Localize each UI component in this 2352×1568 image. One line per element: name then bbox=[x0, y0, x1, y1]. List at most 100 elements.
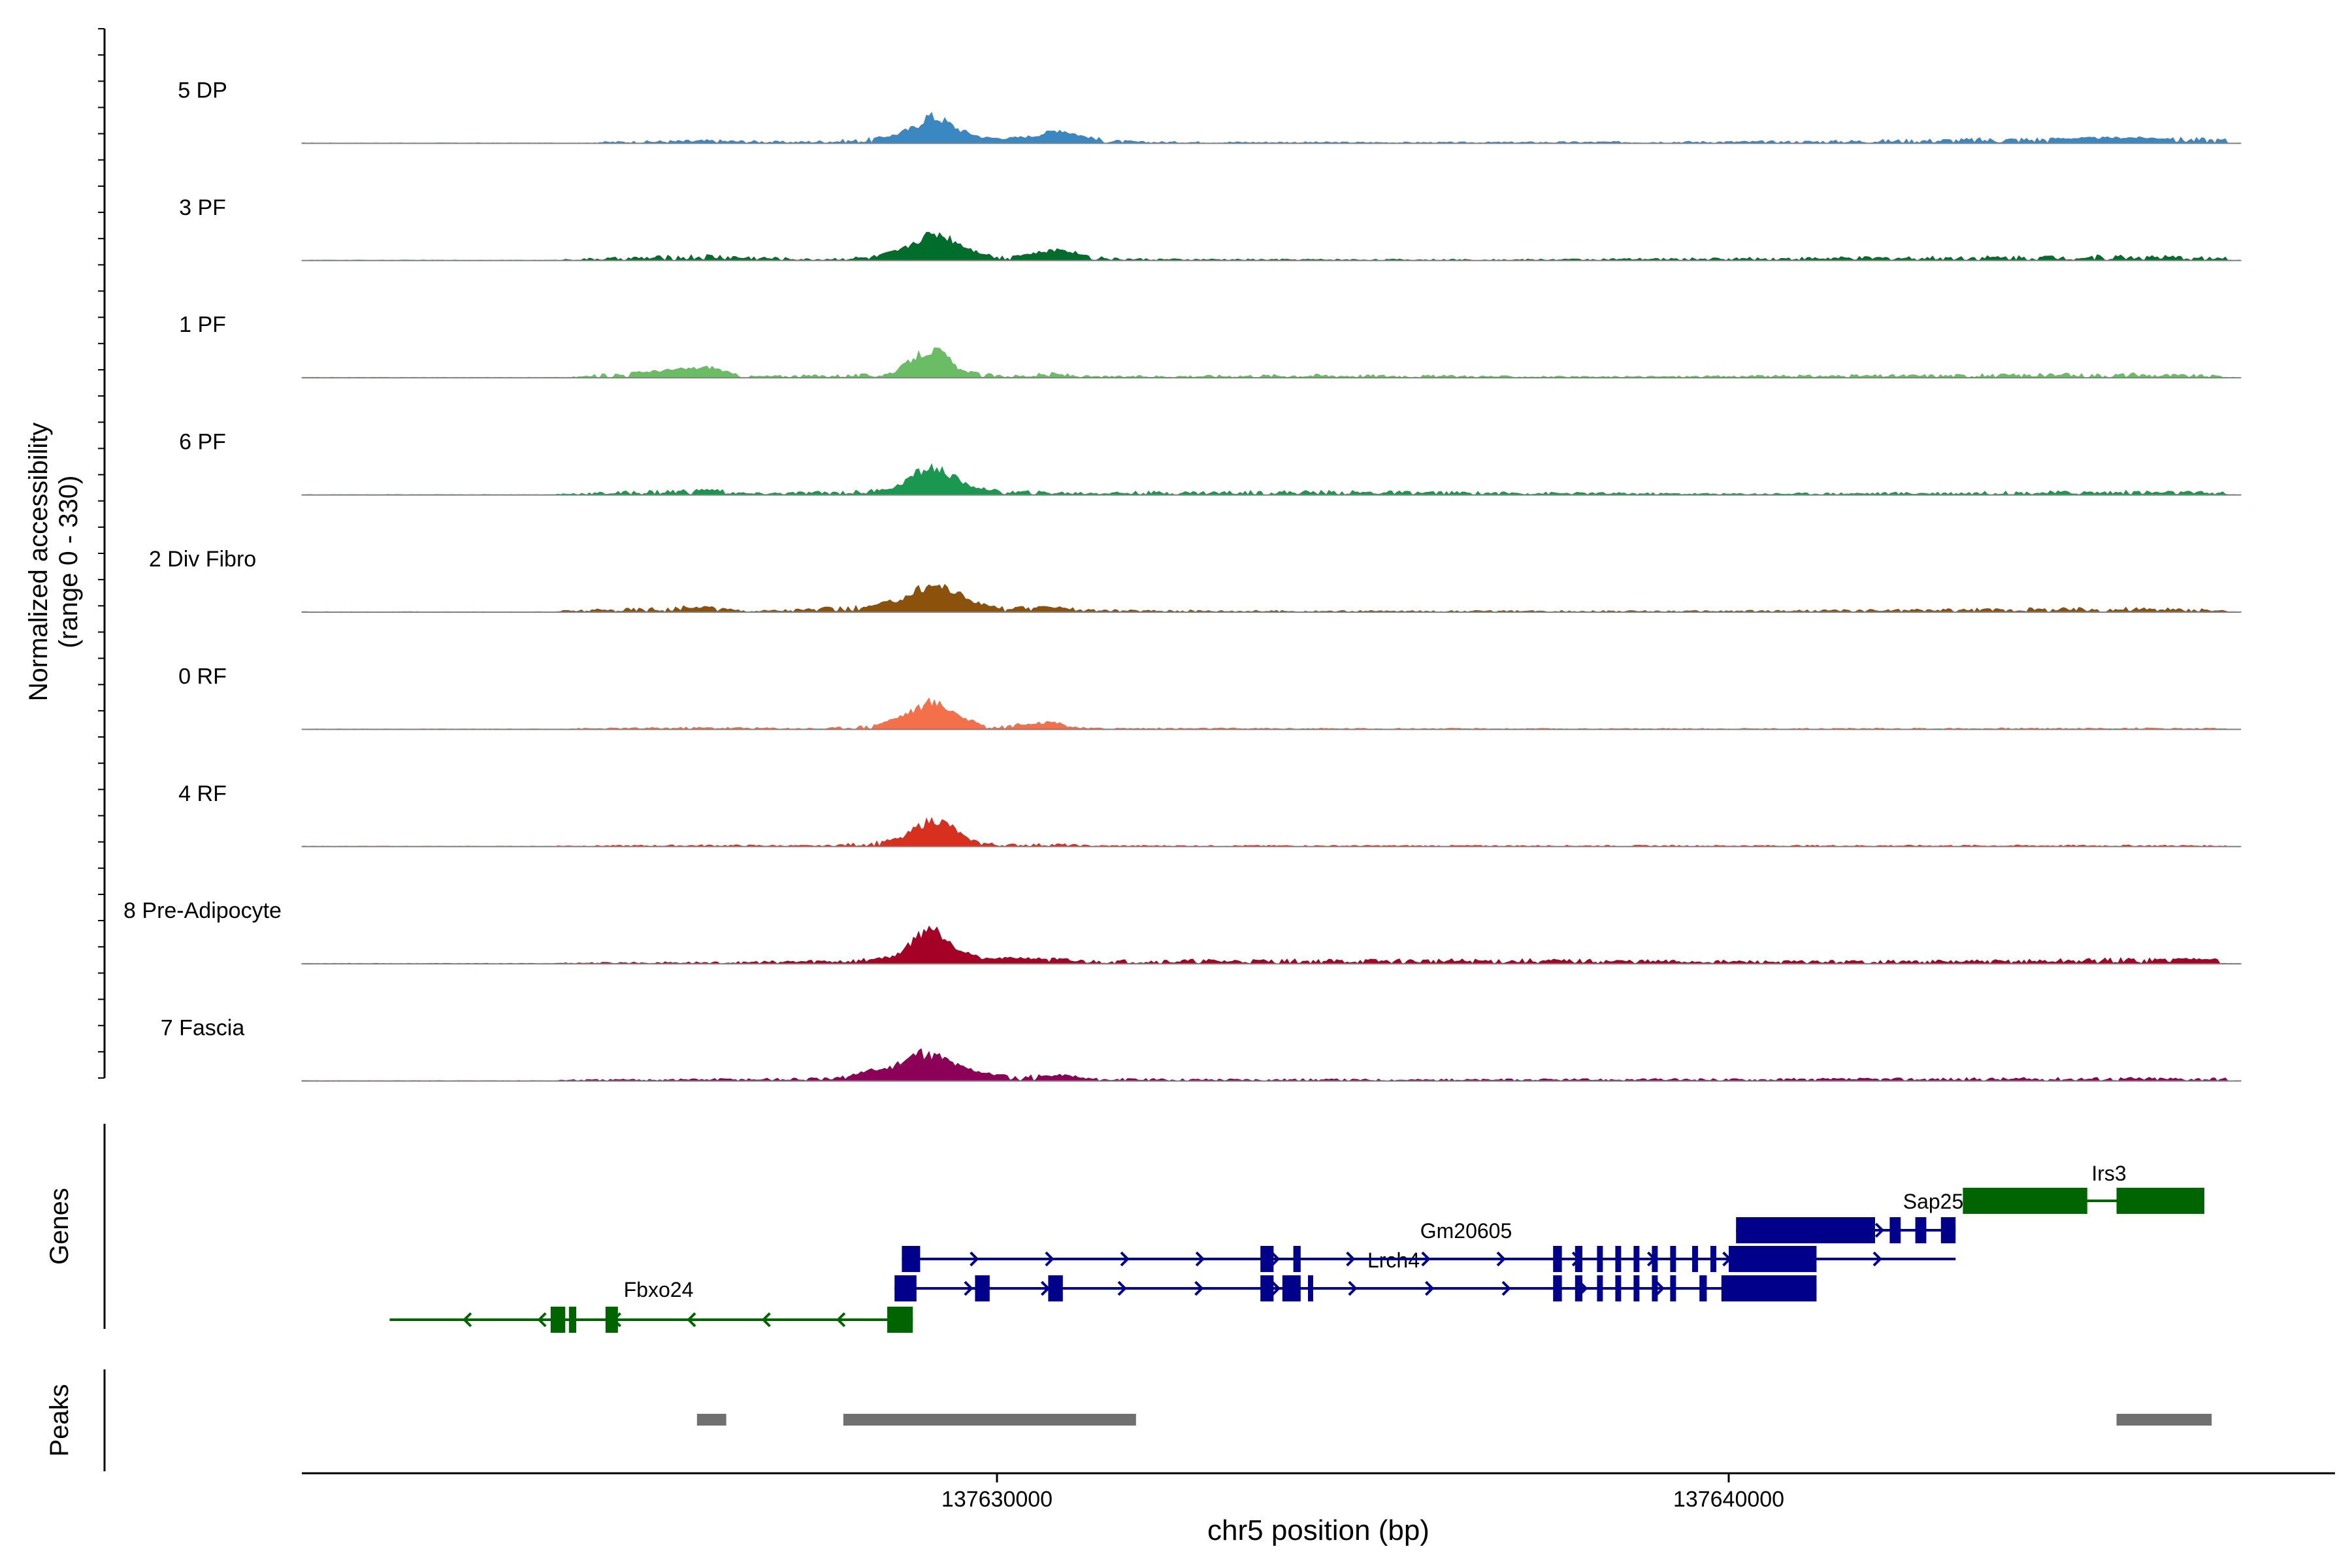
coverage-area-6-pf bbox=[301, 463, 2242, 496]
exon bbox=[1615, 1275, 1622, 1301]
track-label: 3 PF bbox=[179, 195, 226, 220]
gene-irs3: Irs3 bbox=[1963, 1162, 2204, 1214]
track-label: 1 PF bbox=[179, 312, 226, 337]
strand-arrow bbox=[1045, 1251, 1054, 1267]
exon bbox=[1575, 1275, 1582, 1301]
coverage-area-7-fascia bbox=[301, 1048, 2242, 1082]
coverage-y-axis-label: Normalized accessibility bbox=[24, 423, 53, 702]
coverage-area-2-div-fibro bbox=[301, 583, 2242, 613]
coverage-area-8-pre-adipocyte bbox=[301, 925, 2242, 964]
track-label: 2 Div Fibro bbox=[149, 547, 256, 572]
gene-fbxo24: Fbxo24 bbox=[389, 1278, 913, 1333]
track-4-rf: 4 RF bbox=[178, 781, 2242, 847]
exon bbox=[550, 1307, 566, 1333]
peak-region bbox=[2116, 1414, 2212, 1426]
strand-arrow bbox=[1421, 1251, 1431, 1267]
exon bbox=[605, 1307, 618, 1333]
exon bbox=[902, 1246, 921, 1272]
strand-arrow bbox=[1496, 1251, 1506, 1267]
exon bbox=[1282, 1275, 1301, 1301]
track-1-pf: 1 PF bbox=[179, 312, 2242, 379]
exon bbox=[1308, 1275, 1313, 1301]
peaks-axis-label: Peaks bbox=[45, 1384, 74, 1456]
exon bbox=[1670, 1246, 1676, 1272]
coverage-area-1-pf bbox=[301, 347, 2242, 378]
track-2-div-fibro: 2 Div Fibro bbox=[149, 547, 2242, 613]
exon bbox=[887, 1307, 913, 1333]
exon bbox=[1615, 1246, 1622, 1272]
exon bbox=[1670, 1275, 1676, 1301]
track-label: 7 Fascia bbox=[161, 1016, 245, 1041]
coverage-y-axis-range-label: (range 0 - 330) bbox=[54, 476, 83, 649]
exon bbox=[1736, 1217, 1838, 1243]
exon bbox=[1597, 1246, 1603, 1272]
track-7-fascia: 7 Fascia bbox=[161, 1016, 2242, 1082]
track-label: 6 PF bbox=[179, 430, 226, 455]
strand-arrow bbox=[1195, 1251, 1205, 1267]
exon bbox=[1553, 1275, 1562, 1301]
peaks-track bbox=[696, 1414, 2212, 1426]
track-label: 4 RF bbox=[178, 781, 227, 806]
coverage-area-5-dp bbox=[301, 112, 2242, 144]
gene-gm20605: Gm20605 bbox=[902, 1219, 1956, 1272]
exon bbox=[1633, 1246, 1640, 1272]
exon bbox=[2116, 1188, 2204, 1214]
genes-axis-label: Genes bbox=[45, 1188, 74, 1265]
strand-arrow bbox=[1874, 1222, 1885, 1238]
strand-arrow bbox=[761, 1312, 771, 1328]
gene-label: Gm20605 bbox=[1420, 1219, 1512, 1243]
strand-arrow bbox=[1120, 1251, 1130, 1267]
strand-arrow bbox=[836, 1312, 846, 1328]
strand-arrow bbox=[1872, 1251, 1882, 1267]
strand-arrow bbox=[1270, 1251, 1281, 1267]
exon bbox=[1889, 1217, 1901, 1243]
x-axis-ticks: 137630000 137640000 bbox=[941, 1473, 1784, 1512]
strand-arrow bbox=[687, 1312, 696, 1328]
peak-region bbox=[843, 1414, 1136, 1426]
exon bbox=[1633, 1275, 1640, 1301]
exon bbox=[975, 1275, 990, 1301]
x-axis-label: chr5 position (bp) bbox=[1207, 1514, 1429, 1546]
track-label: 0 RF bbox=[178, 664, 227, 689]
track-label: 8 Pre-Adipocyte bbox=[123, 898, 282, 923]
exon bbox=[1729, 1246, 1817, 1272]
exon bbox=[1597, 1275, 1603, 1301]
coverage-tracks: 5 DP 3 PF 1 PF 6 PF 2 Div Fibro 0 RF 4 RF 8 Pre… bbox=[123, 78, 2242, 1082]
exon bbox=[1260, 1275, 1274, 1301]
track-3-pf: 3 PF bbox=[179, 195, 2242, 261]
exon bbox=[1831, 1217, 1875, 1243]
exon bbox=[1963, 1188, 2087, 1214]
strand-arrow bbox=[1346, 1251, 1356, 1267]
exon bbox=[1048, 1275, 1063, 1301]
coverage-y-axis bbox=[98, 28, 106, 1079]
gene-label: Sap25 bbox=[1903, 1190, 1964, 1213]
strand-arrow bbox=[1501, 1281, 1511, 1296]
track-label: 5 DP bbox=[178, 78, 227, 103]
strand-arrow bbox=[964, 1281, 973, 1296]
strand-arrow bbox=[537, 1312, 547, 1328]
exon bbox=[1293, 1246, 1301, 1272]
exon bbox=[1721, 1275, 1817, 1301]
gene-lrch4: Lrch4 bbox=[894, 1249, 1817, 1301]
genes-track: Fbxo24 Lrch4 Gm20605 Sap25 Irs3 bbox=[389, 1162, 2204, 1333]
exon bbox=[1652, 1275, 1658, 1301]
gene-sap25: Sap25 bbox=[1736, 1190, 1963, 1243]
strand-arrow bbox=[462, 1312, 472, 1328]
x-tick-label: 137640000 bbox=[1673, 1487, 1784, 1512]
exon bbox=[1553, 1246, 1562, 1272]
exon bbox=[1652, 1246, 1658, 1272]
exon bbox=[1699, 1275, 1707, 1301]
gene-label: Irs3 bbox=[2091, 1162, 2126, 1185]
strand-arrow bbox=[1655, 1281, 1665, 1296]
exon bbox=[1915, 1217, 1927, 1243]
gene-label: Fbxo24 bbox=[624, 1278, 694, 1301]
exon bbox=[1710, 1246, 1716, 1272]
exon bbox=[1692, 1246, 1698, 1272]
track-5-dp: 5 DP bbox=[178, 78, 2242, 144]
track-6-pf: 6 PF bbox=[179, 430, 2242, 496]
coverage-area-4-rf bbox=[301, 817, 2242, 847]
exon bbox=[1260, 1246, 1274, 1272]
strand-arrow bbox=[1117, 1281, 1127, 1296]
strand-arrow bbox=[970, 1251, 979, 1267]
